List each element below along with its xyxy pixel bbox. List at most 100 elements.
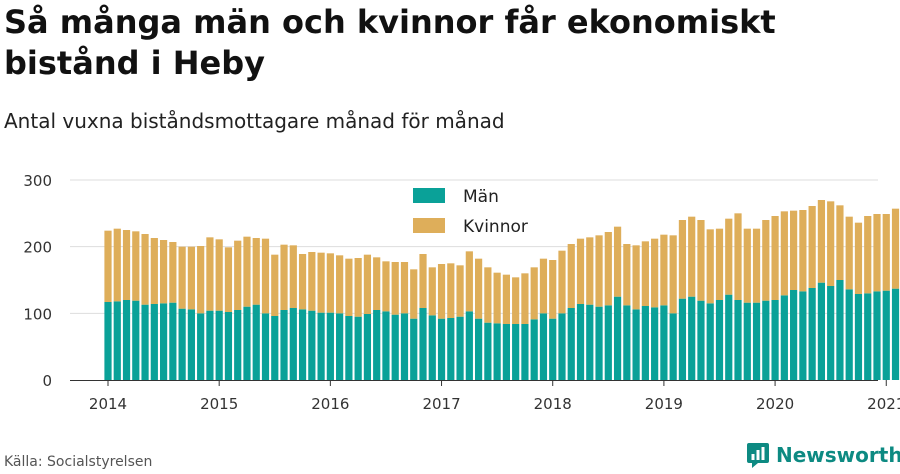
bar-women xyxy=(660,234,668,306)
bar-women xyxy=(743,228,751,303)
x-tick-label: 2019 xyxy=(645,395,683,413)
bar-men xyxy=(864,293,872,380)
x-tick-label: 2018 xyxy=(534,395,572,413)
bar-men xyxy=(613,296,622,380)
bar-women xyxy=(651,238,659,308)
bar-men xyxy=(790,290,798,380)
bar-men xyxy=(317,312,325,380)
brand-logo[interactable]: Newsworthy xyxy=(746,440,900,470)
bar-women xyxy=(845,216,853,290)
bar-women xyxy=(373,257,381,310)
bar-men xyxy=(771,300,779,380)
bar-women xyxy=(678,220,687,299)
bar-men xyxy=(141,304,149,380)
bar-men xyxy=(345,316,353,380)
bar-men xyxy=(104,302,112,380)
bar-women xyxy=(326,253,334,313)
bar-men xyxy=(725,294,733,380)
bar-women xyxy=(437,264,446,319)
bar-women xyxy=(354,258,362,317)
bar-men xyxy=(752,302,761,380)
bar-men xyxy=(632,309,640,380)
bar-men xyxy=(447,318,455,380)
bar-men xyxy=(178,308,186,380)
bar-men xyxy=(799,291,807,380)
bar-women xyxy=(817,200,826,283)
bar-men xyxy=(308,310,316,380)
bar-women xyxy=(669,235,677,314)
gridlines xyxy=(70,179,878,314)
bar-men xyxy=(234,310,242,380)
bar-women xyxy=(187,246,195,310)
bar-women xyxy=(641,241,649,306)
bar-men xyxy=(688,296,696,380)
x-tick-label: 2015 xyxy=(200,395,238,413)
bar-men xyxy=(187,309,195,380)
bar-men xyxy=(159,303,168,380)
bar-men xyxy=(780,295,788,380)
x-tick-label: 2021 xyxy=(867,395,900,413)
bar-women xyxy=(882,214,890,291)
bar-men xyxy=(873,291,881,380)
x-tick-label: 2017 xyxy=(422,395,460,413)
bar-men xyxy=(743,302,751,380)
bar-women xyxy=(715,228,724,300)
bar-women xyxy=(790,210,798,290)
bar-men xyxy=(336,313,344,380)
source-note: Källa: Socialstyrelsen xyxy=(4,454,153,470)
bar-women xyxy=(215,239,223,311)
bar-men xyxy=(660,305,668,380)
bar-women xyxy=(493,272,501,324)
bar-women xyxy=(206,237,214,311)
bar-women xyxy=(317,252,325,313)
bar-women xyxy=(345,258,353,316)
bar-men xyxy=(734,300,742,380)
bar-men xyxy=(549,318,557,380)
bar-women xyxy=(771,216,779,300)
bar-men xyxy=(817,282,826,380)
bar-women xyxy=(873,214,881,292)
brand-name: Newsworthy xyxy=(776,443,900,467)
bar-women xyxy=(623,244,631,306)
bar-men xyxy=(678,298,687,380)
bar-men xyxy=(854,294,863,380)
bar-women xyxy=(734,213,742,300)
legend-label-men: Män xyxy=(463,187,499,207)
bar-women xyxy=(419,254,427,308)
y-tick-label: 0 xyxy=(42,372,52,390)
bar-women xyxy=(475,258,483,319)
bar-women xyxy=(261,238,270,314)
bar-women xyxy=(567,244,575,308)
bar-men xyxy=(808,288,816,380)
legend-label-women: Kvinnor xyxy=(463,217,528,237)
bar-men xyxy=(882,290,890,380)
bar-men xyxy=(113,301,121,380)
bar-women xyxy=(178,246,186,309)
bar-men xyxy=(891,288,900,380)
bar-men xyxy=(576,304,585,380)
bar-women xyxy=(854,222,863,294)
bar-women xyxy=(410,269,418,319)
bar-men xyxy=(419,308,427,380)
x-tick-label: 2020 xyxy=(756,395,794,413)
bar-men xyxy=(521,324,529,380)
bar-men xyxy=(122,300,131,380)
bar-women xyxy=(122,230,131,300)
bar-women xyxy=(632,245,640,310)
x-tick-label: 2016 xyxy=(311,395,349,413)
bar-men xyxy=(373,310,381,380)
bar-men xyxy=(484,322,492,380)
bar-men xyxy=(410,318,418,380)
bar-women xyxy=(169,242,177,303)
bar-men xyxy=(363,314,372,380)
bar-women xyxy=(113,228,121,302)
bar-women xyxy=(530,267,538,320)
bar-women xyxy=(780,211,788,296)
bar-women xyxy=(150,238,158,304)
bar-women xyxy=(688,216,696,297)
bar-men xyxy=(132,300,140,380)
bar-men xyxy=(206,310,214,380)
bar-men xyxy=(669,313,677,380)
bar-women xyxy=(280,244,288,310)
